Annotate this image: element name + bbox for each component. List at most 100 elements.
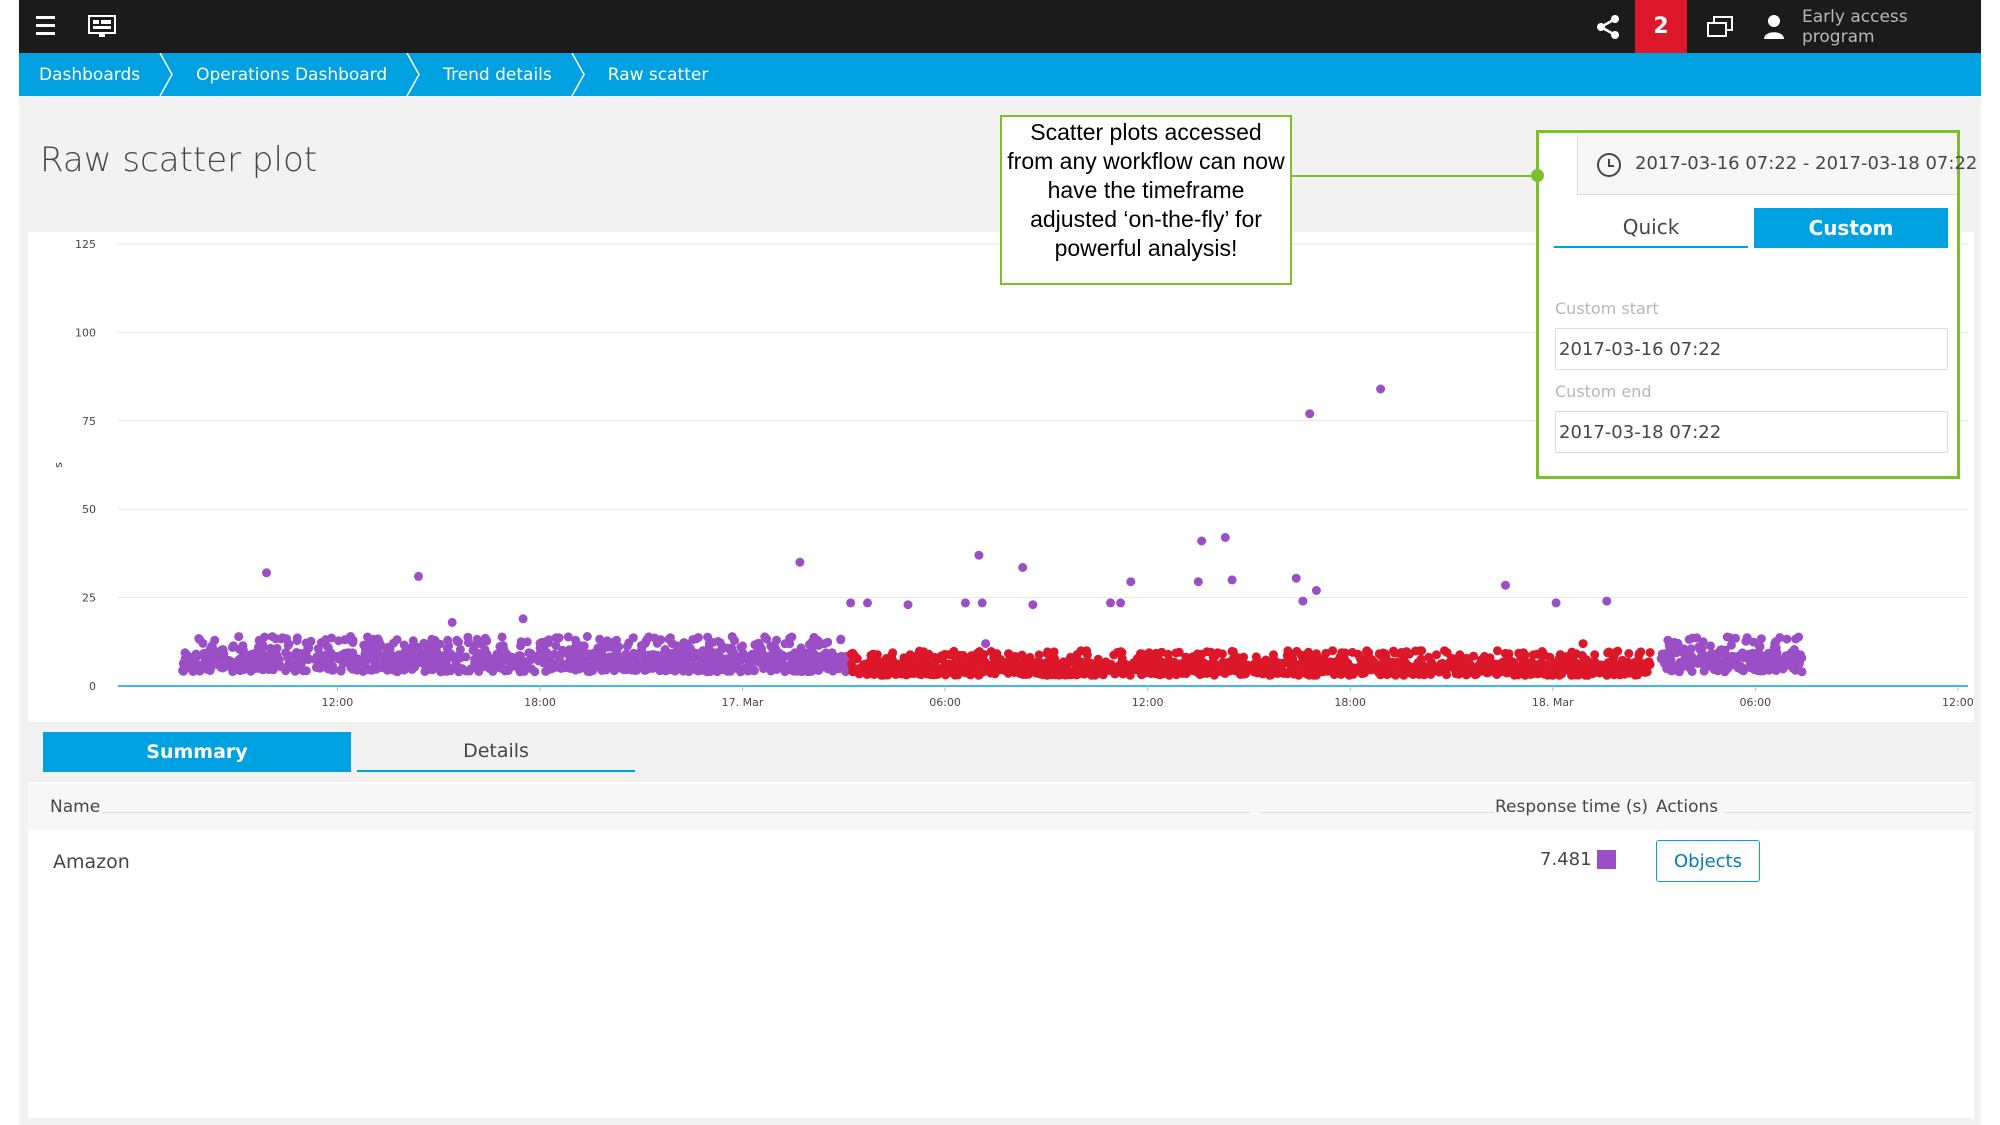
- data-point: [1312, 649, 1321, 659]
- screens-icon[interactable]: [1699, 0, 1741, 53]
- data-point: [1467, 668, 1477, 677]
- tab-quick[interactable]: Quick: [1554, 208, 1748, 248]
- data-point: [644, 632, 654, 642]
- data-point: [1138, 668, 1148, 678]
- data-point: [686, 659, 696, 669]
- column-header-name[interactable]: Name: [50, 797, 101, 817]
- data-point: [1218, 666, 1228, 676]
- data-point: [1291, 573, 1301, 583]
- data-point: [1224, 661, 1234, 671]
- data-point: [1305, 658, 1315, 668]
- objects-button[interactable]: Objects: [1656, 840, 1760, 882]
- data-point: [1791, 634, 1801, 644]
- timeframe-header[interactable]: [1577, 135, 1957, 195]
- summary-table: [28, 782, 1974, 1118]
- data-point: [454, 651, 464, 661]
- data-point: [1797, 667, 1807, 677]
- data-point: [986, 660, 996, 670]
- data-point: [1538, 666, 1548, 676]
- data-point: [713, 637, 723, 646]
- data-point: [1285, 648, 1295, 658]
- scatter-chart[interactable]: 0 25 50 75 100 125 s 12:00 18:00 17. Mar 06:00 12:0…: [28, 232, 1974, 722]
- data-point: [463, 632, 473, 642]
- data-point: [1585, 665, 1595, 675]
- breadcrumb-dashboards[interactable]: Dashboards: [39, 64, 141, 85]
- data-point: [891, 670, 901, 679]
- data-point: [1434, 667, 1444, 677]
- breadcrumb-trend-details[interactable]: Trend details: [443, 64, 552, 85]
- breadcrumb: Dashboards Operations Dashboard Trend de…: [19, 53, 1981, 96]
- data-point: [492, 649, 502, 659]
- tab-custom[interactable]: Custom: [1754, 208, 1948, 248]
- dashboard-monitor-icon[interactable]: [82, 0, 122, 53]
- data-point: [870, 659, 879, 668]
- data-point: [535, 643, 545, 653]
- data-point: [682, 651, 692, 661]
- data-point: [1496, 660, 1506, 670]
- data-point: [1107, 661, 1117, 671]
- share-icon[interactable]: [1588, 0, 1628, 53]
- y-tick-label: 0: [89, 680, 96, 693]
- x-tick-label: 18:00: [524, 696, 556, 709]
- data-point: [1432, 650, 1441, 660]
- data-point: [1559, 660, 1568, 669]
- data-point: [640, 665, 650, 675]
- data-point: [1085, 668, 1095, 678]
- data-point: [1602, 596, 1612, 606]
- data-point: [1153, 653, 1163, 663]
- data-point: [1238, 657, 1248, 667]
- data-point: [791, 662, 801, 672]
- data-point: [682, 639, 691, 649]
- data-point: [1657, 649, 1667, 659]
- data-point: [457, 664, 467, 674]
- menu-icon[interactable]: [31, 0, 61, 53]
- data-point: [1672, 644, 1681, 654]
- column-divider: [102, 812, 1250, 813]
- data-point: [290, 665, 300, 675]
- early-access-program-link[interactable]: Early access program: [1802, 6, 1908, 47]
- data-point: [693, 633, 703, 642]
- user-icon[interactable]: [1759, 0, 1789, 53]
- data-point: [738, 641, 747, 651]
- tab-details[interactable]: Details: [357, 732, 635, 772]
- custom-start-input[interactable]: 2017-03-16 07:22: [1555, 328, 1948, 370]
- data-point: [1342, 664, 1352, 674]
- custom-end-input[interactable]: 2017-03-18 07:22: [1555, 411, 1948, 453]
- data-point: [785, 651, 795, 661]
- data-point: [228, 641, 238, 651]
- data-point: [566, 654, 576, 664]
- data-point: [1726, 640, 1736, 650]
- data-point: [313, 644, 323, 654]
- timeframe-range[interactable]: 2017-03-16 07:22 - 2017-03-18 07:22: [1635, 153, 1978, 174]
- data-point: [1416, 654, 1426, 664]
- data-point: [772, 664, 782, 674]
- data-point: [522, 663, 532, 673]
- data-point: [863, 598, 872, 608]
- data-point: [652, 638, 662, 648]
- y-tick-label: 50: [82, 503, 96, 516]
- data-point: [360, 649, 370, 659]
- data-point: [426, 664, 435, 674]
- data-point: [655, 666, 665, 676]
- breadcrumb-operations-dashboard[interactable]: Operations Dashboard: [196, 64, 388, 85]
- data-point: [1269, 650, 1278, 660]
- column-header-response-time[interactable]: Response time (s): [1495, 797, 1648, 817]
- data-point: [558, 645, 568, 655]
- data-point: [1034, 650, 1044, 660]
- data-point: [234, 632, 244, 642]
- data-point: [969, 652, 979, 662]
- column-header-actions: Actions: [1656, 797, 1719, 817]
- data-point: [317, 654, 327, 664]
- data-point: [546, 661, 555, 671]
- data-point: [1017, 659, 1027, 669]
- notifications-badge[interactable]: 2: [1635, 0, 1687, 53]
- data-point: [452, 635, 462, 645]
- data-point: [1298, 596, 1308, 606]
- data-point: [1756, 634, 1766, 644]
- data-point: [238, 645, 248, 655]
- data-point: [940, 649, 950, 659]
- data-point: [298, 666, 308, 676]
- data-point: [967, 664, 977, 674]
- tab-summary[interactable]: Summary: [43, 732, 351, 772]
- data-point: [276, 662, 286, 672]
